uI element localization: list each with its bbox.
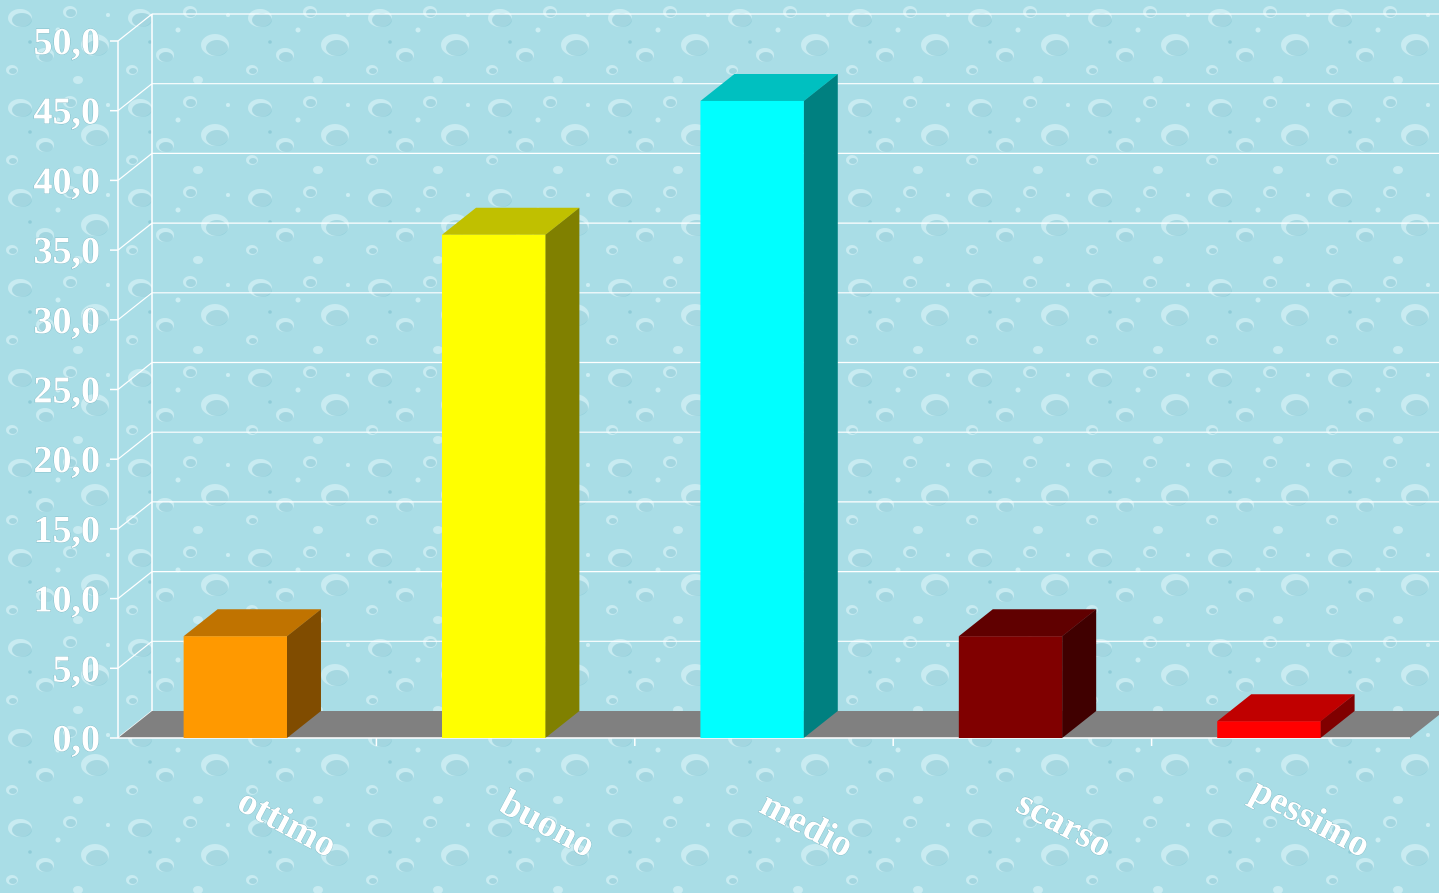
bar-ottimo xyxy=(183,609,321,738)
gridline-side xyxy=(117,222,153,251)
bar xyxy=(958,636,1063,738)
bars-layer xyxy=(183,73,1355,739)
gridline-side xyxy=(117,152,153,181)
bar-top xyxy=(958,609,1097,637)
gridline-side xyxy=(117,431,153,460)
gridline-side xyxy=(117,362,153,390)
y-tick-label: 40,0 xyxy=(34,160,101,202)
gridline-side xyxy=(117,83,153,112)
y-tick-label: 25,0 xyxy=(34,370,101,412)
bar-top xyxy=(183,609,321,637)
bar-side xyxy=(545,207,580,739)
y-tick-label: 5,0 xyxy=(53,648,101,690)
bar-top xyxy=(1217,694,1355,722)
bar-top xyxy=(442,207,580,235)
gridline-side xyxy=(117,640,153,669)
y-tick-label: 15,0 xyxy=(34,509,101,551)
bar-side xyxy=(1320,694,1355,738)
gridline-side xyxy=(117,571,153,600)
bar-scarso xyxy=(958,609,1097,738)
y-tick-label: 30,0 xyxy=(34,300,101,342)
bar-side xyxy=(1062,609,1097,738)
bar-buono xyxy=(442,207,580,739)
bar xyxy=(442,234,546,739)
bar-pessimo xyxy=(1217,694,1355,738)
gridline-side xyxy=(117,501,153,530)
y-tick-label: 45,0 xyxy=(34,91,101,133)
bar-medio xyxy=(700,73,838,738)
y-tick-label: 20,0 xyxy=(34,439,101,481)
bar-side xyxy=(803,73,838,738)
y-tick-label: 0,0 xyxy=(53,718,101,760)
y-tick-label: 10,0 xyxy=(34,579,101,621)
y-tick-label: 50,0 xyxy=(34,21,101,63)
y-tick-label: 35,0 xyxy=(34,230,101,272)
gridline-side xyxy=(117,13,153,42)
bar xyxy=(1217,721,1321,738)
y-tick-layer: 0,0 5,0 10,0 15,0 20,0 25,0 30,0 35,0 40,0 45,0 50… xyxy=(33,21,101,761)
bar-top xyxy=(700,73,838,101)
bar xyxy=(183,636,287,738)
bar-side xyxy=(286,609,321,738)
gridline-side xyxy=(117,292,153,321)
bar xyxy=(700,100,804,738)
